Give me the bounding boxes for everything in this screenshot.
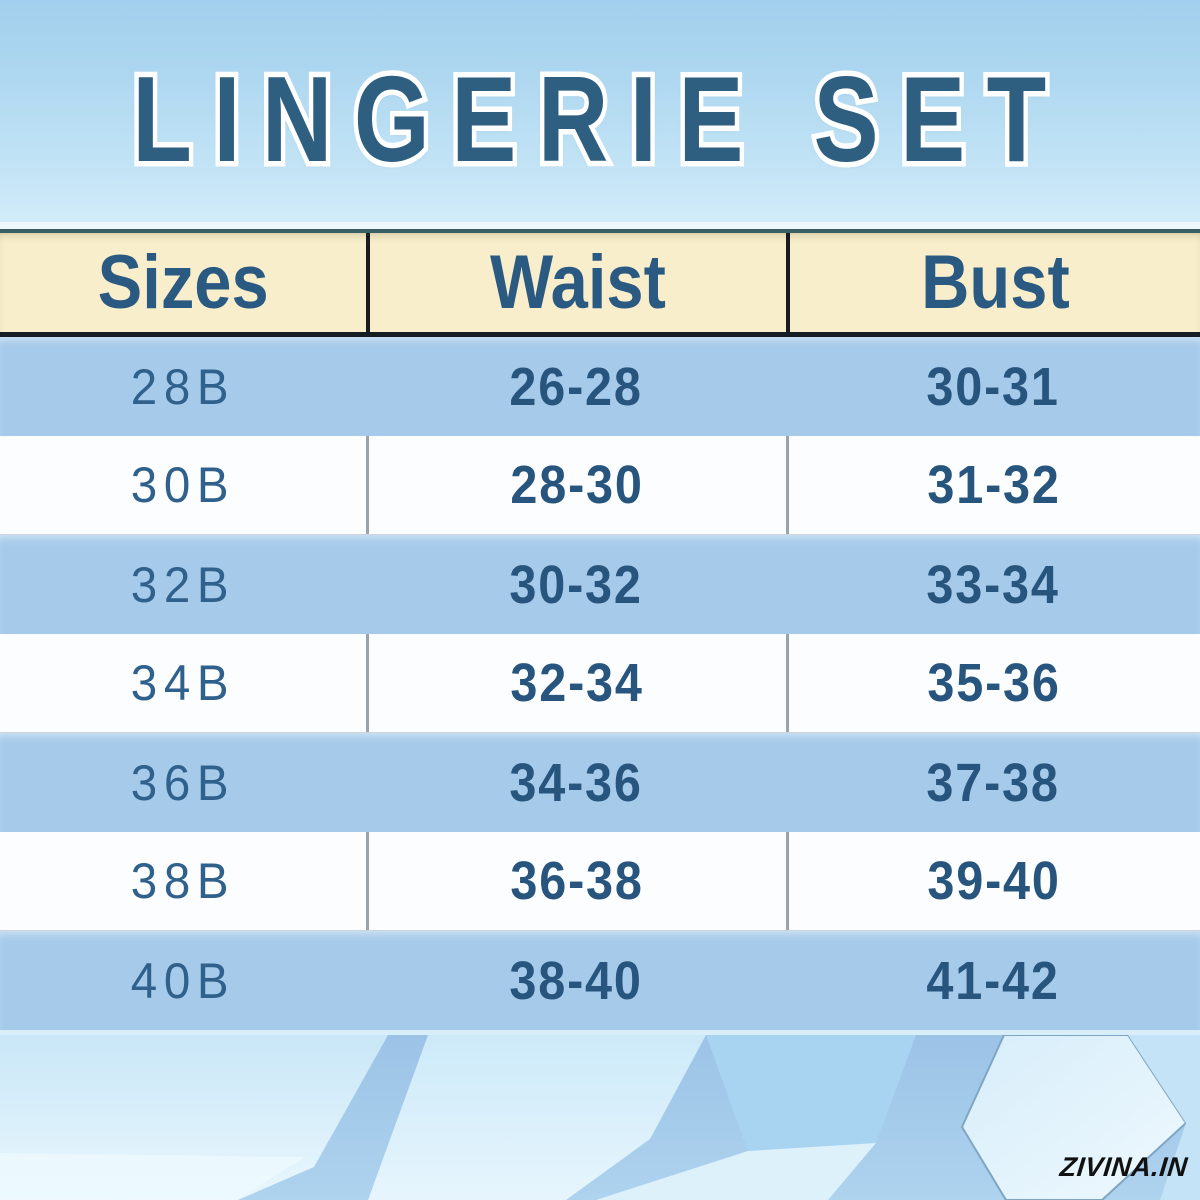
bust-cell: 39-40 xyxy=(786,832,1200,930)
bust-cell: 30-31 xyxy=(786,337,1200,436)
size-cell: 32B xyxy=(0,535,366,634)
waist-value: 34-36 xyxy=(509,752,643,813)
waist-value: 28-30 xyxy=(510,455,645,515)
table-top-highlight xyxy=(0,222,1200,229)
bust-cell: 33-34 xyxy=(786,535,1200,634)
waist-cell: 34-36 xyxy=(366,733,786,832)
page-title: LINGERIE SET LINGERIE SET xyxy=(0,51,1200,198)
hexagon-decoration: ZIVINA.IN xyxy=(0,1035,1200,1200)
page-title-text: LINGERIE SET xyxy=(132,51,1068,187)
waist-value: 32-34 xyxy=(510,653,645,713)
size-cell: 40B xyxy=(0,931,366,1030)
column-header-bust: Bust xyxy=(786,233,1200,332)
waist-value: 38-40 xyxy=(509,950,643,1011)
waist-cell: 30-32 xyxy=(366,535,786,634)
table-row: 32B 30-32 33-34 xyxy=(0,535,1200,634)
waist-value: 30-32 xyxy=(509,554,643,615)
bust-value: 31-32 xyxy=(927,455,1062,515)
table-row: 40B 38-40 41-42 xyxy=(0,931,1200,1030)
column-header-sizes-label: Sizes xyxy=(97,240,269,325)
size-cell: 36B xyxy=(0,733,366,832)
bust-value: 39-40 xyxy=(927,851,1062,911)
column-header-waist-label: Waist xyxy=(490,240,666,325)
size-cell: 28B xyxy=(0,337,366,436)
waist-cell: 32-34 xyxy=(366,634,786,732)
table-row: 30B 28-30 31-32 xyxy=(0,436,1200,535)
bust-value: 30-31 xyxy=(926,356,1060,417)
size-cell: 38B xyxy=(0,832,366,930)
size-value: 30B xyxy=(130,457,236,513)
bust-cell: 41-42 xyxy=(786,931,1200,1030)
waist-value: 36-38 xyxy=(510,851,645,911)
size-value: 28B xyxy=(130,358,236,415)
column-header-waist: Waist xyxy=(366,233,786,332)
table-row: 34B 32-34 35-36 xyxy=(0,634,1200,733)
size-value: 34B xyxy=(130,655,236,711)
column-header-bust-label: Bust xyxy=(920,240,1070,325)
brand-watermark: ZIVINA.IN xyxy=(1058,1152,1190,1182)
size-value: 40B xyxy=(130,952,236,1009)
waist-cell: 36-38 xyxy=(366,832,786,930)
column-header-sizes: Sizes xyxy=(0,233,366,332)
table-header-row: Sizes Waist Bust xyxy=(0,233,1200,337)
bust-value: 35-36 xyxy=(927,653,1062,713)
size-table: Sizes Waist Bust 28B 26-28 30-31 30B 28-… xyxy=(0,222,1200,1030)
bust-value: 37-38 xyxy=(926,752,1060,813)
size-cell: 30B xyxy=(0,436,366,534)
table-row: 38B 36-38 39-40 xyxy=(0,832,1200,931)
page-title-outline: LINGERIE SET xyxy=(128,51,1068,187)
hexagon-pattern xyxy=(0,1035,1200,1200)
table-top-border xyxy=(0,229,1200,233)
bust-value: 33-34 xyxy=(926,554,1060,615)
bust-value: 41-42 xyxy=(926,950,1060,1011)
size-cell: 34B xyxy=(0,634,366,732)
bust-cell: 31-32 xyxy=(786,436,1200,534)
size-value: 38B xyxy=(130,853,236,909)
table-row: 36B 34-36 37-38 xyxy=(0,733,1200,832)
size-value: 32B xyxy=(130,556,236,613)
bust-cell: 37-38 xyxy=(786,733,1200,832)
waist-value: 26-28 xyxy=(509,356,643,417)
waist-cell: 26-28 xyxy=(366,337,786,436)
waist-cell: 38-40 xyxy=(366,931,786,1030)
table-row: 28B 26-28 30-31 xyxy=(0,337,1200,436)
waist-cell: 28-30 xyxy=(366,436,786,534)
bust-cell: 35-36 xyxy=(786,634,1200,732)
size-value: 36B xyxy=(130,754,236,811)
